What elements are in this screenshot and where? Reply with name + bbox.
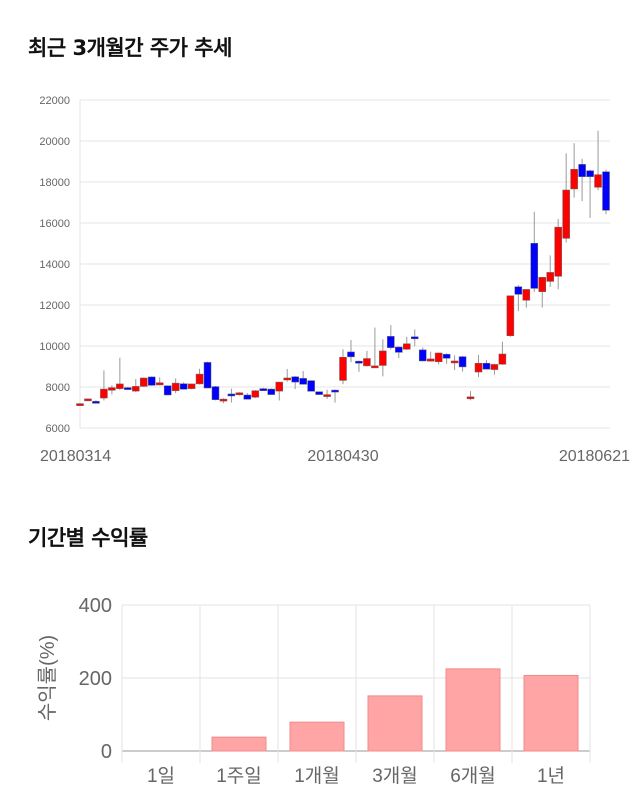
y-tick-label: 10000	[39, 341, 70, 353]
y-tick-label: 0	[101, 741, 112, 763]
candle-body	[410, 336, 419, 340]
candle-body	[147, 376, 156, 386]
candle-body	[387, 336, 395, 348]
bar	[367, 695, 423, 752]
candle-body	[92, 401, 100, 404]
candle-body	[171, 382, 180, 391]
candle-body	[442, 353, 451, 359]
x-tick-label: 1일	[147, 765, 175, 787]
candle-body	[116, 383, 124, 389]
x-tick-label: 3개월	[372, 765, 418, 787]
y-tick-label: 18000	[39, 177, 70, 189]
x-tick-label: 1년	[537, 765, 565, 787]
candle-body	[140, 377, 148, 387]
candle-body	[379, 350, 387, 366]
bar	[445, 668, 501, 752]
candle-body	[243, 394, 252, 400]
candle-body	[283, 377, 291, 381]
candle-body	[108, 387, 116, 391]
candle-body	[578, 164, 586, 177]
bar	[211, 736, 267, 752]
candle-body	[538, 277, 547, 292]
candle-body	[450, 360, 459, 364]
y-tick-label: 16000	[39, 218, 70, 230]
y-tick-label: 8000	[46, 382, 70, 394]
y-tick-label: 12000	[39, 300, 70, 312]
candlestick-chart: 6000 8000 10000 12000 14000 16000 18000 20000 22…	[39, 95, 630, 465]
candle-body	[299, 378, 307, 385]
candle-body	[339, 357, 347, 381]
candle-body	[474, 362, 483, 373]
y-axis-label: 수익률(%)	[36, 635, 59, 721]
candle-body	[315, 391, 323, 395]
candle-body	[355, 360, 363, 364]
y-tick-label: 22000	[39, 95, 70, 107]
candle-body	[203, 362, 212, 389]
candle-body	[124, 387, 132, 390]
candle-body	[179, 383, 188, 390]
candle-body	[235, 392, 244, 396]
candle-body	[187, 383, 196, 389]
y-tick-label: 20000	[39, 136, 70, 148]
candle-body	[434, 352, 443, 363]
candle-body	[594, 174, 602, 188]
candle-body	[554, 226, 562, 277]
candle-body	[323, 394, 331, 397]
candle-body	[506, 295, 515, 336]
candle-body	[586, 170, 594, 177]
price-chart-title: 최근 3개월간 주가 추세	[28, 36, 232, 60]
candle-body	[418, 349, 427, 362]
candle-body	[403, 343, 411, 350]
candle-body	[363, 358, 371, 367]
y-tick-label: 14000	[39, 259, 70, 271]
candle-body	[291, 376, 299, 383]
x-tick-label: 6개월	[450, 765, 496, 787]
candle-body	[76, 403, 84, 406]
bar	[523, 674, 579, 752]
candle-body	[132, 386, 140, 392]
candle-body	[546, 272, 554, 282]
candle-body	[227, 393, 236, 397]
candle-body	[275, 381, 283, 392]
candle-body	[498, 353, 507, 365]
candle-body	[155, 382, 164, 386]
x-tick-label: 20180314	[40, 448, 111, 465]
candle-body	[426, 358, 435, 362]
y-tick-label: 6000	[46, 423, 70, 435]
candle-body	[195, 373, 204, 385]
candle-body	[259, 388, 268, 391]
candle-body	[347, 351, 355, 358]
candle-body	[530, 243, 539, 289]
x-tick-label: 1개월	[294, 765, 340, 787]
candle-body	[562, 189, 570, 239]
x-tick-label: 20180430	[307, 448, 378, 465]
candle-body	[251, 390, 260, 398]
candle-body	[482, 362, 491, 370]
y-tick-label: 400	[79, 595, 112, 617]
candle-body	[267, 388, 276, 395]
candle-body	[570, 169, 578, 190]
candle-body	[371, 365, 379, 369]
candle-body	[84, 398, 92, 402]
return-chart-title: 기간별 수익률	[28, 526, 148, 550]
candle-body	[395, 346, 403, 353]
x-tick-label: 1주일	[216, 765, 262, 787]
candle-body	[514, 286, 523, 295]
candle-body	[458, 356, 467, 368]
candle-body	[602, 171, 610, 211]
candle-body	[307, 380, 315, 392]
bar	[289, 721, 345, 752]
candle-body	[331, 389, 339, 393]
candle-body	[100, 388, 108, 399]
candle-body	[219, 398, 228, 402]
candle-body	[490, 364, 499, 370]
x-tick-label: 20180621	[559, 448, 630, 465]
candle-body	[211, 386, 220, 400]
y-tick-label: 200	[79, 668, 112, 690]
candle-body	[466, 396, 475, 400]
candle-body	[163, 385, 172, 396]
candle-body	[522, 289, 531, 301]
